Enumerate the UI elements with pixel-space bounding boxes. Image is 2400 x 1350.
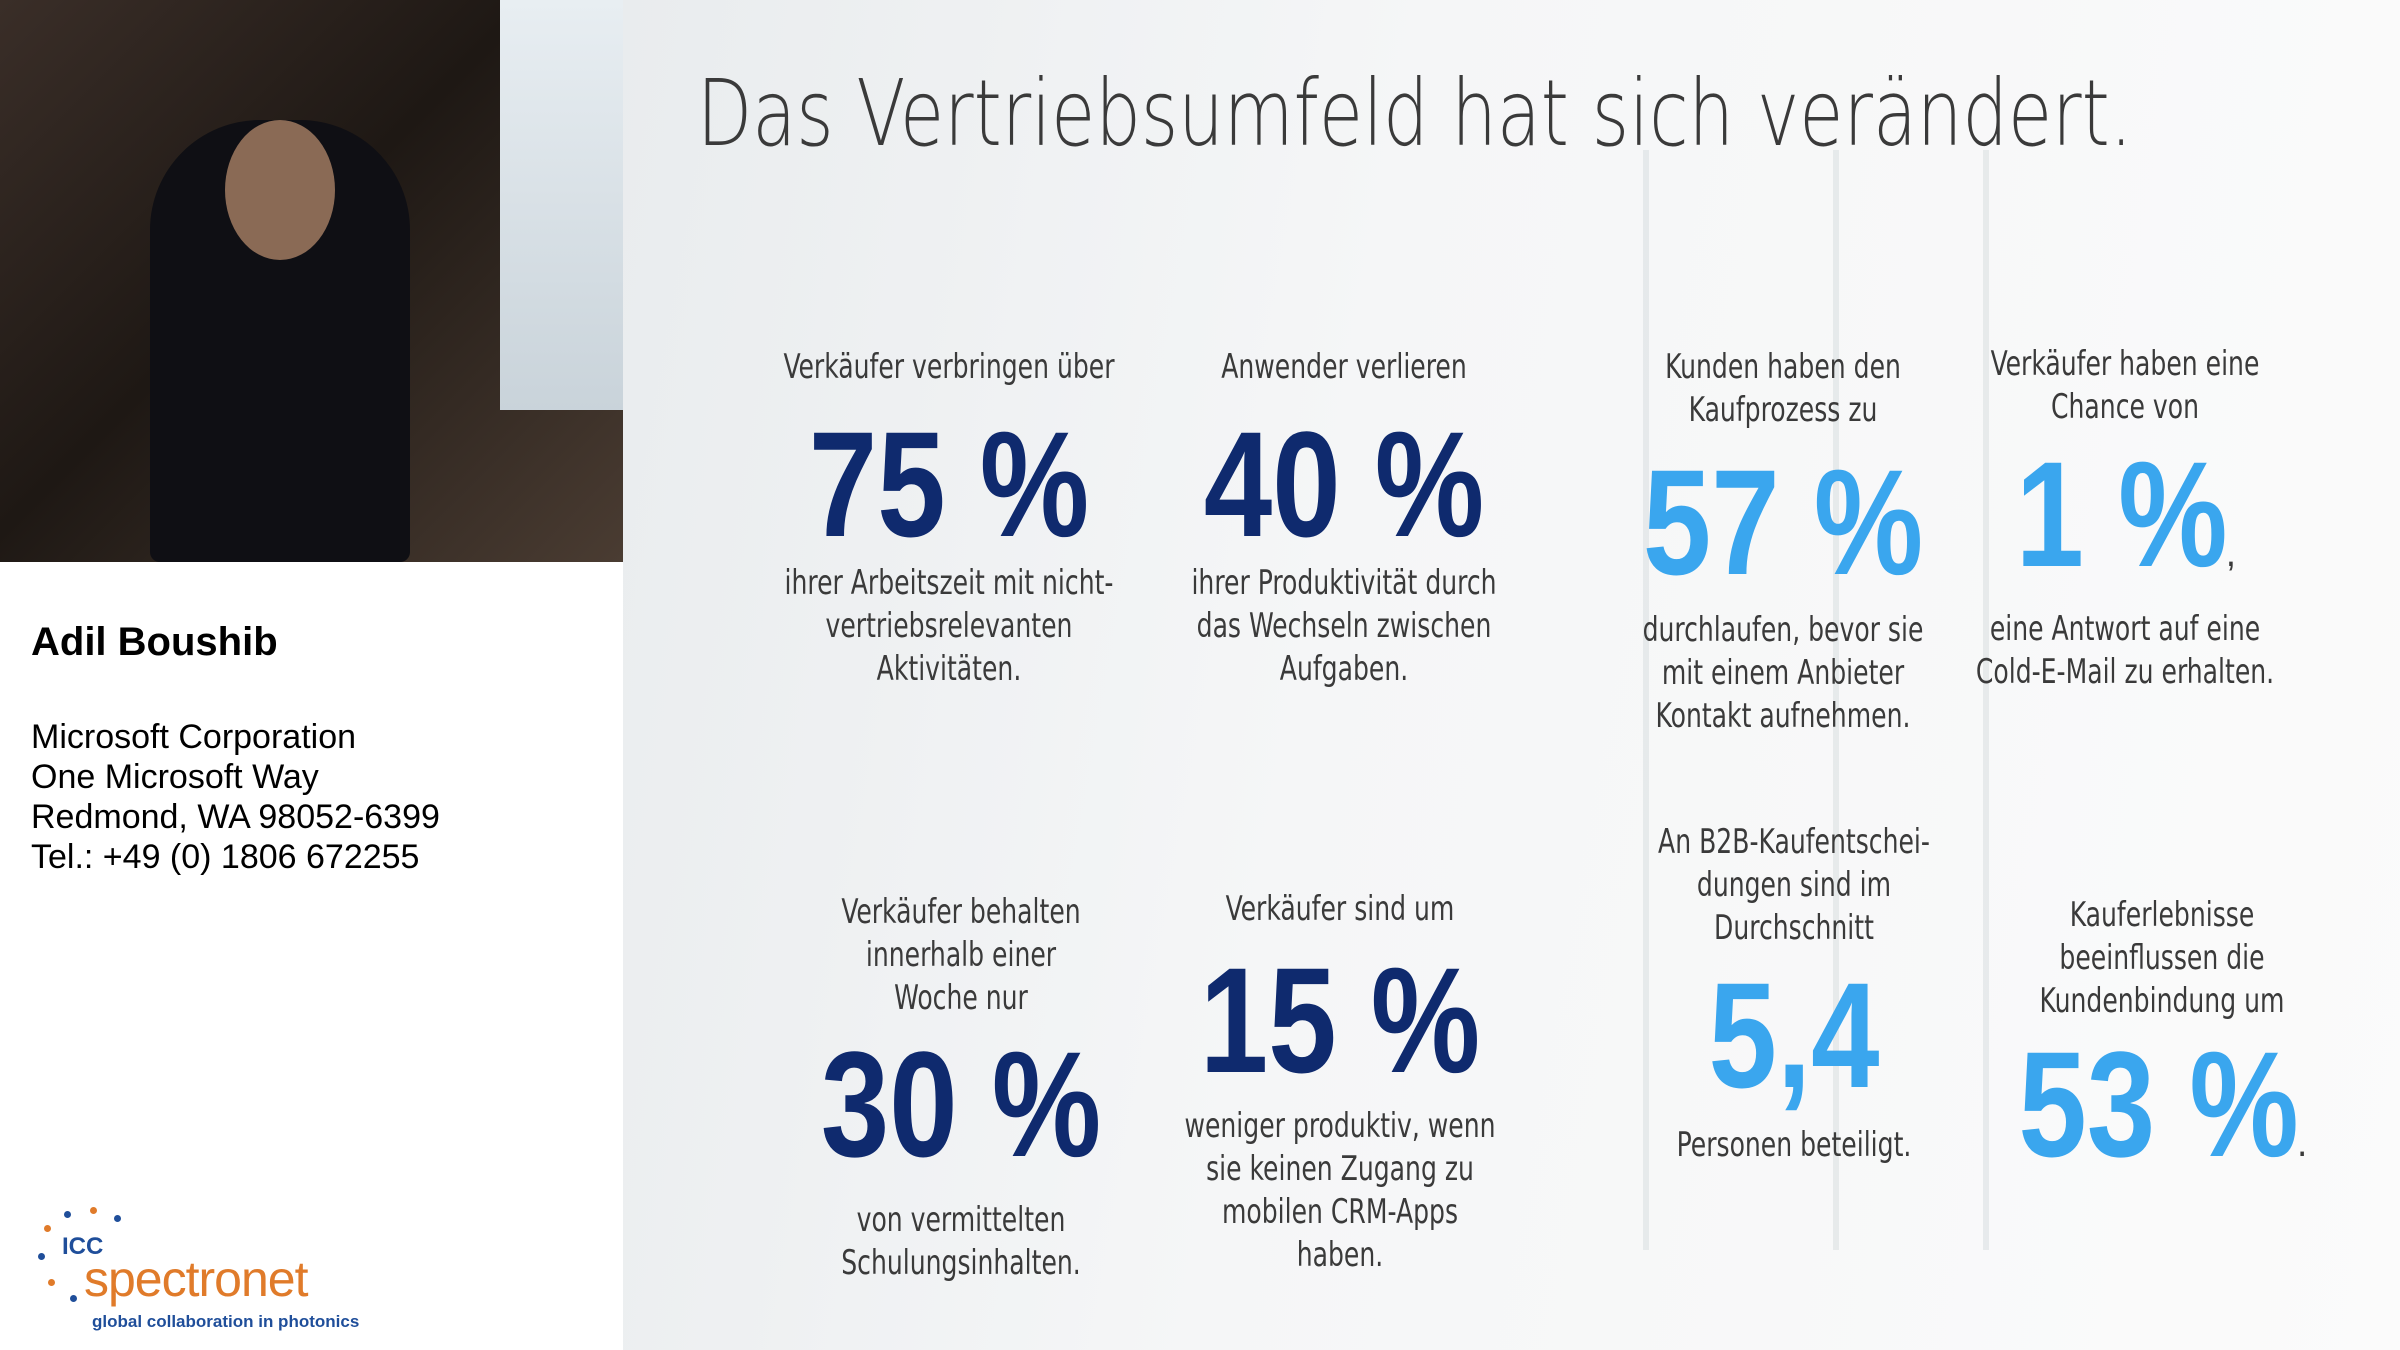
stat-value: 30 % bbox=[821, 1019, 1102, 1188]
address-line: Tel.: +49 (0) 1806 672255 bbox=[31, 838, 420, 876]
stat-value: 53 %. bbox=[2018, 1019, 2306, 1188]
logo-dot bbox=[70, 1295, 77, 1302]
window-frame bbox=[1833, 150, 1839, 1250]
stat-intro: Kunden haben den Kaufprozess zu bbox=[1640, 346, 1928, 432]
stat-after-line: das Wechseln zwischen bbox=[1196, 605, 1492, 646]
stat-after-line: von vermittelten bbox=[856, 1199, 1066, 1240]
stat-intro-line: beeinflussen die bbox=[2059, 938, 2265, 979]
speaker-info: Adil Boushib Microsoft Corporation One M… bbox=[31, 620, 440, 877]
window-frame bbox=[1983, 150, 1989, 1250]
stat-after-line: eine Antwort auf eine bbox=[1989, 608, 2261, 649]
stat-value: 40 % bbox=[1203, 399, 1485, 568]
logo-dot bbox=[48, 1279, 55, 1286]
stat-intro: An B2B-Kaufentschei-dungen sind im Durchs… bbox=[1628, 821, 1960, 950]
address-line: One Microsoft Way bbox=[31, 758, 319, 796]
stat-after-line: Schulungsinhalten. bbox=[841, 1242, 1082, 1283]
stat-intro-line: Kauferlebnisse bbox=[2069, 895, 2254, 936]
stat-after-line: Cold-E-Mail zu erhalten. bbox=[1975, 651, 2275, 692]
stat-after: ihrer Produktivität durch das Wechseln zw… bbox=[1158, 562, 1530, 691]
stat-after-line: mobilen CRM-Apps bbox=[1221, 1192, 1458, 1233]
stat-after: von vermittelten Schulungsinhalten. bbox=[815, 1199, 1107, 1285]
stat-intro: Kauferlebnisse beeinflussen die Kundenbind… bbox=[2012, 894, 2311, 1023]
stat-value: 5,4 bbox=[1708, 950, 1880, 1119]
stat-after-line: Aufgaben. bbox=[1279, 648, 1409, 689]
stat-after: eine Antwort auf eine Cold-E-Mail zu erha… bbox=[1943, 608, 2307, 694]
stat-intro: Verkäufer haben eine Chance von bbox=[1961, 343, 2289, 429]
stat-intro-line: Kunden haben den bbox=[1665, 347, 1902, 387]
stat-intro-line: Durchschnitt bbox=[1714, 907, 1875, 948]
stat-intro: Verkäufer sind um bbox=[1200, 888, 1479, 931]
stat-intro-line: dungen sind im bbox=[1697, 864, 1892, 905]
logo-dot bbox=[38, 1253, 45, 1260]
stat-after: Personen beteiligt. bbox=[1651, 1124, 1937, 1167]
stat-intro-line: Chance von bbox=[2050, 386, 2199, 427]
stat-after: ihrer Arbeitszeit mit nicht-vertriebsrel… bbox=[749, 562, 1150, 691]
stat-after-line: ihrer Produktivität durch bbox=[1191, 562, 1497, 603]
stat-value: 75 % bbox=[808, 399, 1090, 568]
slide: Das Vertriebsumfeld hat sich verändert. … bbox=[623, 0, 2400, 1350]
projection-screen bbox=[500, 0, 623, 410]
stat-value: 1 %, bbox=[2015, 430, 2235, 599]
address-line: Redmond, WA 98052-6399 bbox=[31, 798, 440, 836]
logo-dot bbox=[90, 1207, 97, 1214]
stat-suffix: . bbox=[2298, 1129, 2306, 1163]
logo-name: spectronet bbox=[84, 1251, 308, 1307]
stat-after-line: Personen beteiligt. bbox=[1676, 1124, 1912, 1165]
stat-intro-line: innerhalb einer bbox=[866, 935, 1057, 976]
stat-value: 57 % bbox=[1643, 438, 1924, 607]
stat-intro-line: Verkäufer haben eine bbox=[1990, 343, 2260, 384]
stat-after-line: mit einem Anbieter bbox=[1662, 653, 1905, 694]
slide-title: Das Vertriebsumfeld hat sich verändert. bbox=[697, 60, 2133, 167]
window-frame bbox=[1643, 150, 1649, 1250]
stat-after-line: haben. bbox=[1296, 1235, 1383, 1276]
stat-intro-line: Verkäufer behalten bbox=[841, 892, 1082, 933]
logo-dot bbox=[44, 1225, 51, 1232]
stat-intro-line: Kundenbindung um bbox=[2039, 981, 2285, 1022]
stat-after-line: vertriebsrelevanten bbox=[825, 605, 1073, 646]
logo-dot bbox=[114, 1215, 121, 1222]
logo-tagline: global collaboration in photonics bbox=[92, 1312, 360, 1331]
address-line: Microsoft Corporation bbox=[31, 718, 357, 756]
stat-intro: Anwender verlieren bbox=[1194, 346, 1493, 389]
stat-intro-line: Verkäufer sind um bbox=[1225, 888, 1454, 929]
stat-intro: Verkäufer behalten innerhalb einer Woche n… bbox=[815, 891, 1107, 1020]
stat-after-line: Aktivitäten. bbox=[876, 648, 1022, 689]
stat-after-line: weniger produktiv, wenn bbox=[1183, 1106, 1496, 1147]
stat-after-line: durchlaufen, bevor sie bbox=[1643, 610, 1924, 651]
logo-dot bbox=[64, 1211, 71, 1218]
stat-suffix: , bbox=[2227, 540, 2235, 574]
stat-intro: Verkäufer verbringen über bbox=[747, 346, 1151, 389]
stat-intro-line: Woche nur bbox=[894, 978, 1029, 1019]
speaker-head bbox=[225, 120, 335, 260]
stat-intro-line: Anwender verlieren bbox=[1221, 347, 1467, 387]
stat-intro-line: Verkäufer verbringen über bbox=[783, 347, 1115, 387]
stat-after-line: Kontakt aufnehmen. bbox=[1656, 696, 1911, 737]
stat-intro-line: Kaufprozess zu bbox=[1689, 390, 1878, 430]
speaker-video bbox=[0, 0, 623, 562]
stat-after-line: sie keinen Zugang zu bbox=[1205, 1149, 1474, 1190]
logo-mark: ICC bbox=[62, 1233, 104, 1260]
stat-intro-line: An B2B-Kaufentschei- bbox=[1658, 821, 1931, 862]
stat-after: weniger produktiv, wenn sie keinen Zugang… bbox=[1150, 1105, 1529, 1277]
stat-value: 15 % bbox=[1199, 935, 1480, 1104]
stat-after-line: ihrer Arbeitszeit mit nicht- bbox=[784, 562, 1114, 603]
stat-after: durchlaufen, bevor sie mit einem Anbieter… bbox=[1612, 609, 1954, 738]
speaker-name: Adil Boushib bbox=[31, 620, 278, 664]
